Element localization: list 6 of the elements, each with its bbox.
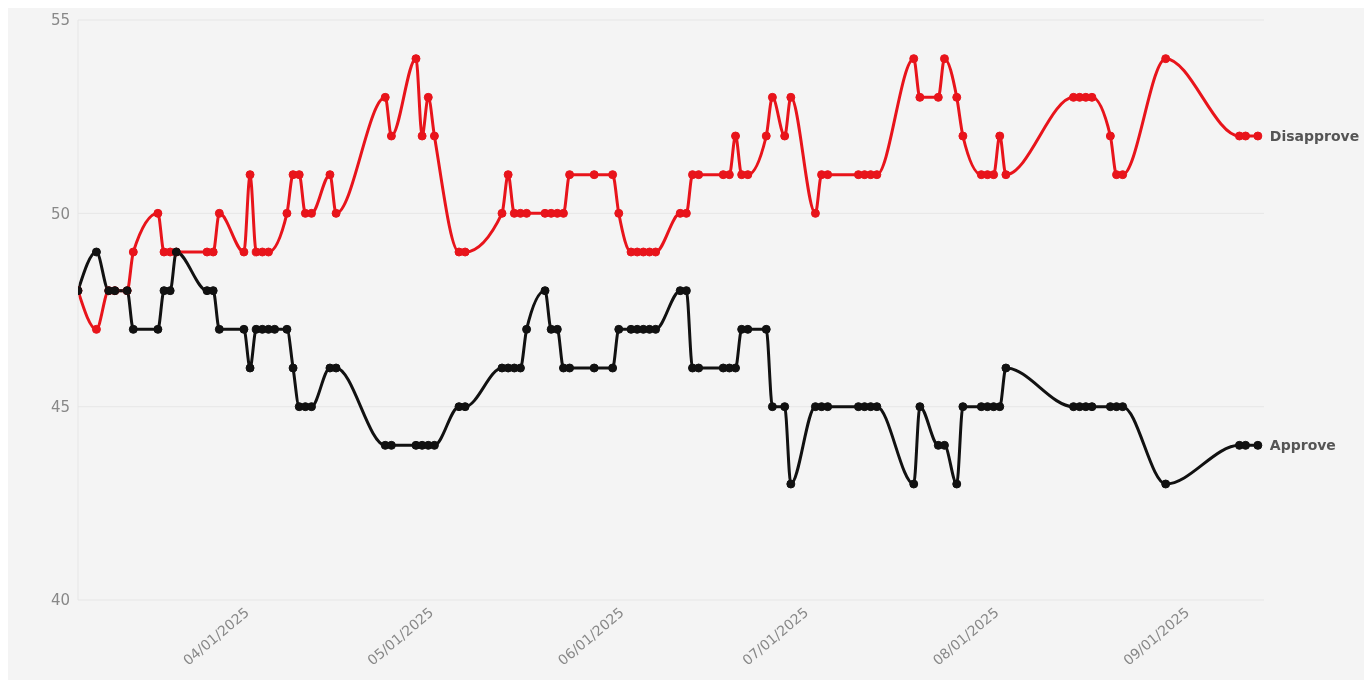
- series-label: Disapprove: [1269, 128, 1360, 144]
- y-tick-label: 45: [50, 397, 70, 416]
- y-tick-label: 40: [50, 591, 70, 610]
- series-label: Approve: [1269, 437, 1336, 454]
- y-tick-label: 50: [50, 204, 70, 223]
- y-tick-label: 55: [50, 11, 70, 30]
